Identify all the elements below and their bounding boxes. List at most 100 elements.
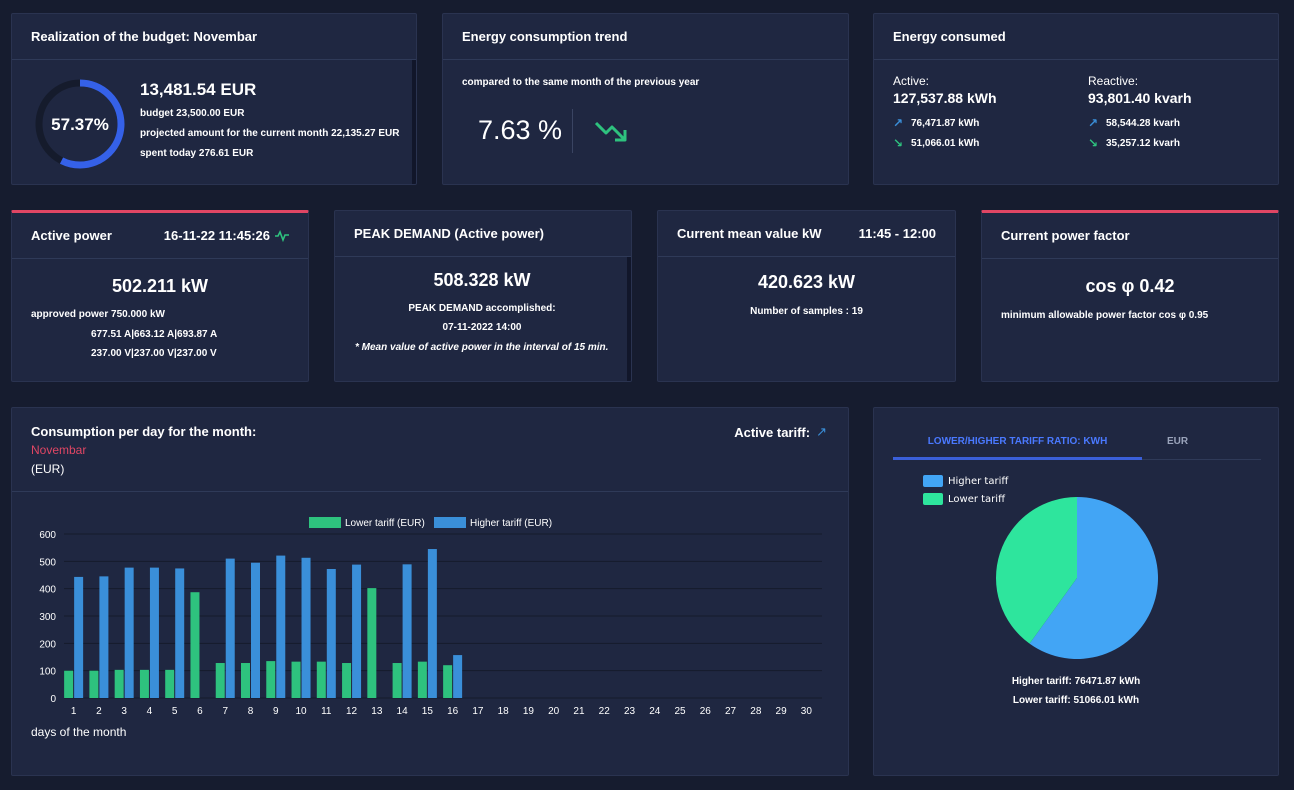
bar-higher-tariff [326,568,336,698]
legend-higher-label: Higher tariff [948,475,1009,487]
y-tick-label: 400 [39,585,56,596]
active-higher-value: 76,471.87 kWh [911,117,980,129]
consumption-unit: (EUR) [31,462,65,476]
budget-amount: 13,481.54 EUR [140,80,257,99]
x-axis-label: days of the month [31,725,127,739]
reactive-value: 93,801.40 kvarh [1088,90,1192,106]
x-tick-label: 24 [649,706,661,717]
bar-higher-tariff [453,655,463,698]
peak-demand-card: PEAK DEMAND (Active power) 508.328 kW PE… [334,210,632,382]
power-factor-card: Current power factor cos φ 0.42 minimum … [981,210,1279,382]
trend-divider [572,109,573,153]
power-factor-header: Current power factor [982,213,1278,259]
consumption-card: Consumption per day for the month: Novem… [11,407,849,776]
arrow-up-right-icon: ↗ [893,116,904,130]
arrow-down-right-icon: ↘ [893,136,904,150]
budget-scrollbar[interactable] [412,60,416,184]
lower-tariff-total: Lower tariff: 51066.01 kWh [1012,695,1140,706]
trend-subtitle: compared to the same month of the previo… [462,77,700,88]
mean-samples: Number of samples : 19 [750,306,863,317]
budget-spent-today: spent today 276.61 EUR [140,148,254,159]
bar-lower-tariff [241,663,250,698]
reactive-label: Reactive: [1088,74,1139,88]
bar-lower-tariff [165,669,175,698]
x-tick-label: 22 [599,706,611,717]
trend-value: 7.63 % [478,115,563,145]
active-power-header: Active power 16-11-22 11:45:26 [12,213,308,259]
x-tick-label: 16 [447,706,459,717]
tab-eur[interactable]: EUR [1167,426,1207,460]
legend-lower-label: Lower tariff [948,493,1005,505]
active-power-card: Active power 16-11-22 11:45:26 502.211 k… [11,210,309,382]
consumption-header: Consumption per day for the month: Novem… [12,408,848,492]
pie-legend: Higher tariff Lower tariff [923,475,1008,505]
active-label: Active: [893,74,930,88]
x-tick-label: 27 [725,706,737,717]
active-power-timestamp: 16-11-22 11:45:26 [163,228,270,243]
reactive-lower-value: 35,257.12 kvarh [1106,137,1180,149]
x-tick-label: 6 [197,706,203,717]
x-tick-label: 23 [624,706,636,717]
x-tick-label: 11 [321,706,332,717]
trend-card: Energy consumption trend compared to the… [442,13,849,185]
trend-title: Energy consumption trend [462,29,628,44]
arrow-down-right-icon: ↘ [1088,136,1099,150]
x-tick-label: 26 [700,706,712,717]
peak-demand-scrollbar[interactable] [627,257,631,381]
reactive-higher-value: 58,544.28 kvarh [1106,117,1180,129]
legend-swatch [434,517,466,528]
budget-card-header: Realization of the budget: Novembar [12,14,416,60]
y-tick-label: 0 [50,694,56,705]
energy-card: Energy consumed Active: 127,537.88 kWh ↗… [873,13,1279,185]
mean-value-card: Current mean value kW 11:45 - 12:00 420.… [657,210,956,382]
budget-gauge: 57.37% [35,79,125,169]
energy-title: Energy consumed [893,29,1006,44]
bar-lower-tariff [316,661,326,698]
pie-slice-lower [996,497,1077,644]
x-tick-label: 4 [147,706,153,717]
active-tariff-label: Active tariff: [734,424,811,440]
energy-card-header: Energy consumed [874,14,1278,60]
x-tick-label: 8 [248,706,254,717]
tab-kwh-label: LOWER/HIGHER TARIFF RATIO: KWH [927,436,1108,447]
legend-lower-tariff[interactable]: Lower tariff [923,493,1008,505]
consumption-month: Novembar [31,443,87,457]
x-tick-label: 29 [776,706,788,717]
bar-lower-tariff [417,661,427,698]
legend-swatch-lower [923,493,943,505]
bar-higher-tariff [124,567,134,698]
tariff-pie-chart [996,497,1158,659]
bar-higher-tariff [402,564,412,698]
x-tick-label: 28 [750,706,762,717]
x-tick-label: 10 [295,706,307,717]
bar-higher-tariff [175,568,185,698]
bar-lower-tariff [64,670,74,698]
phase-currents: 677.51 A|663.12 A|693.87 A [91,329,218,340]
trend-down-icon [594,121,627,142]
bar-higher-tariff [427,549,437,698]
bar-higher-tariff [276,555,286,698]
trend-card-header: Energy consumption trend [443,14,848,60]
bar-lower-tariff [215,663,225,698]
x-tick-label: 12 [346,706,358,717]
bar-higher-tariff [251,562,260,698]
mean-value-header: Current mean value kW 11:45 - 12:00 [658,211,955,257]
legend-swatch-higher [923,475,943,487]
budget-gauge-arc [35,79,125,169]
power-factor-title: Current power factor [1001,228,1130,243]
budget-percent: 57.37% [51,115,109,134]
active-power-value: 502.211 kW [111,276,209,296]
bar-higher-tariff [352,564,362,698]
consumption-bar-chart: 0 100 200 300 400 500 600 Lower tariff (EUR) Hig… [39,517,822,717]
phase-voltages: 237.00 V|237.00 V|237.00 V [91,348,217,359]
bar-higher-tariff [74,576,84,698]
consumption-title: Consumption per day for the month: [31,424,257,439]
mean-value-title: Current mean value kW [677,226,822,241]
tab-kwh[interactable]: LOWER/HIGHER TARIFF RATIO: KWH [893,426,1142,460]
legend-label: Higher tariff (EUR) [470,518,552,529]
approved-power: approved power 750.000 kW [31,309,165,320]
x-tick-label: 20 [548,706,560,717]
bar-lower-tariff [139,669,149,698]
legend-higher-tariff[interactable]: Higher tariff [923,475,1008,487]
bar-higher-tariff [225,558,235,698]
